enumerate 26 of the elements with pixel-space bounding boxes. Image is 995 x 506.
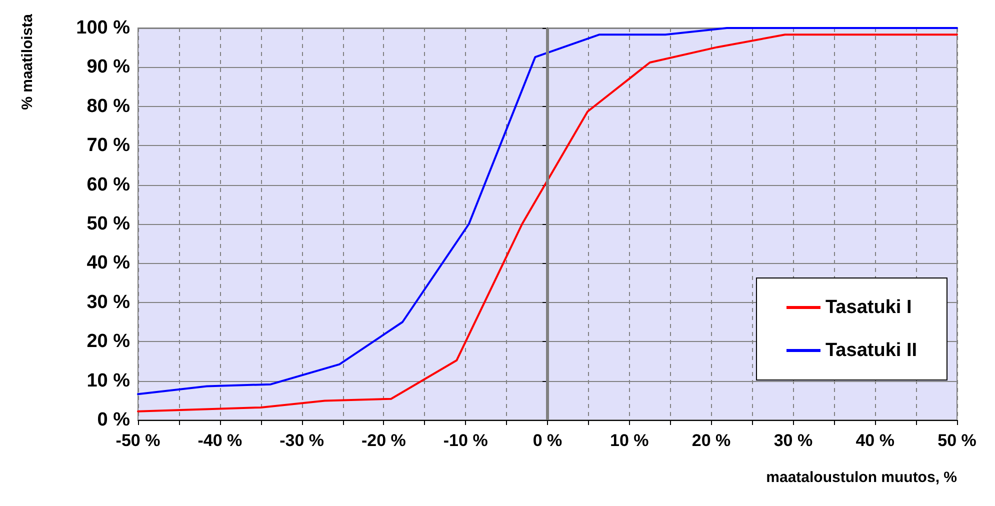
y-tick-label: 50 % bbox=[86, 214, 130, 234]
x-tick-label: -10 % bbox=[443, 431, 488, 450]
y-tick-label: 30 % bbox=[86, 292, 130, 313]
x-tick-label: -30 % bbox=[280, 431, 324, 450]
legend-label: Tasatuki I bbox=[825, 297, 912, 318]
y-tick-label: 40 % bbox=[86, 252, 130, 274]
x-tick-label: 0 % bbox=[532, 431, 562, 450]
x-tick-label: 10 % bbox=[610, 431, 649, 450]
y-axis-title: % maatiloista bbox=[19, 13, 36, 110]
y-tick-label: 100 % bbox=[76, 18, 130, 38]
x-tick-label: 50 % bbox=[938, 431, 976, 450]
x-tick-label: -40 % bbox=[198, 431, 242, 450]
x-axis-title: maataloustulon muutos, % bbox=[766, 469, 957, 486]
x-tick-label: 30 % bbox=[774, 431, 813, 450]
y-tick-label: 0 % bbox=[97, 410, 130, 430]
x-tick-label: 20 % bbox=[692, 431, 731, 450]
legend-label: Tasatuki II bbox=[825, 340, 918, 361]
y-tick-label: 70 % bbox=[86, 135, 130, 156]
y-tick-label: 20 % bbox=[86, 331, 130, 352]
y-tick-label: 60 % bbox=[86, 174, 130, 196]
y-tick-label: 10 % bbox=[86, 370, 130, 392]
y-tick-label: 80 % bbox=[86, 96, 130, 117]
x-tick-label: -50 % bbox=[116, 431, 160, 450]
x-tick-label: 40 % bbox=[856, 431, 894, 450]
y-tick-label: 90 % bbox=[86, 56, 130, 78]
x-tick-label: -20 % bbox=[361, 431, 406, 450]
